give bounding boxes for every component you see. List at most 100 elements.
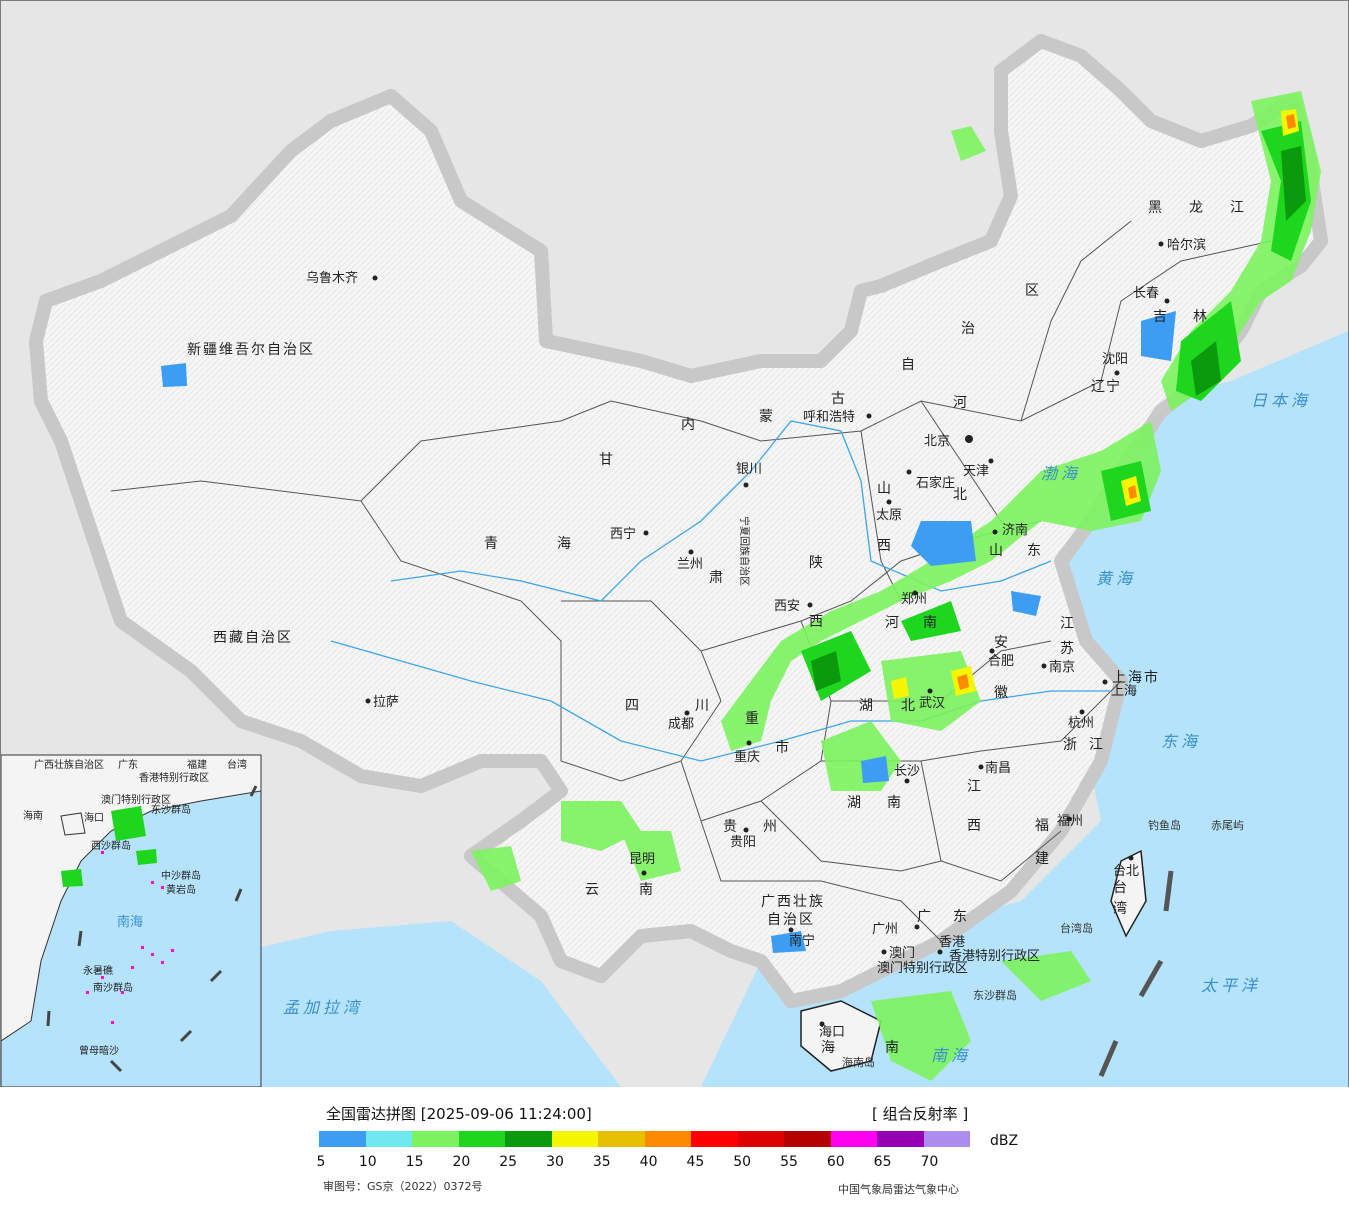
label-sichuan-1: 四: [625, 698, 641, 714]
city-haikou: 海口: [819, 1025, 845, 1040]
label-shan-xi-1: 山: [877, 481, 893, 497]
label-shandong-2: 东: [1027, 543, 1043, 559]
label-hei: 黑: [1148, 200, 1164, 216]
radar-map[interactable]: 新疆维吾尔自治区 西藏自治区 青 海 甘 肃 内 蒙 古 自 治 区 黑 龙 江…: [1, 1, 1348, 1087]
inset-huangyan: 黄岩岛: [166, 883, 196, 896]
inset-macau: 澳门特别行政区: [101, 793, 171, 806]
scale-tick-label: 20: [452, 1154, 471, 1170]
scale-tick-label: 60: [826, 1154, 845, 1170]
city-guangzhou: 广州: [872, 922, 898, 937]
island-hainan: 海南岛: [842, 1055, 875, 1069]
city-nanning: 南宁: [789, 933, 815, 949]
bay-of-bengal: [201, 921, 621, 1087]
label-zi: 自: [901, 357, 917, 373]
label-zhejiang-1: 浙: [1063, 737, 1079, 753]
scale-tick-label: 45: [686, 1154, 705, 1170]
city-chongqing: 重庆: [734, 749, 760, 765]
scale-tick-label: 30: [546, 1154, 564, 1170]
city-zhengzhou: 郑州: [901, 592, 927, 607]
inset-xisha: 西沙群岛: [91, 839, 131, 852]
scale-tick-label: 5: [316, 1154, 326, 1170]
label-su: 肃: [709, 570, 725, 586]
city-kunming: 昆明: [629, 852, 655, 867]
city-xian: 西安: [774, 599, 800, 614]
label-hubei-1: 湖: [859, 698, 875, 714]
city-nanjing: 南京: [1049, 659, 1075, 675]
label-guangxi-2: 自治区: [767, 912, 815, 928]
label-anhui-1: 安: [994, 635, 1010, 651]
label-ji: 吉: [1153, 309, 1169, 325]
label-shaanxi-2: 西: [809, 614, 825, 630]
inset-hainan: 海南: [23, 809, 43, 822]
city-taipei: 台北: [1113, 864, 1139, 879]
city-nanchang: 南昌: [985, 760, 1011, 776]
label-guangdong-2: 东: [953, 909, 969, 925]
label-shanghai: 上海市: [1112, 669, 1160, 686]
city-beijing: 北京: [924, 434, 950, 449]
color-swatch: [737, 1131, 784, 1147]
label-shandong-1: 山: [989, 543, 1005, 559]
label-yunnan-2: 南: [639, 882, 655, 898]
sea-japan: 日本海: [1251, 391, 1311, 410]
inset-guangxi: 广西壮族自治区: [34, 758, 104, 771]
scale-tick-label: 70: [920, 1154, 939, 1170]
inset-zengmu: 曾母暗沙: [79, 1044, 119, 1057]
city-urumqi: 乌鲁木齐: [306, 270, 358, 286]
scale-tick-label: 15: [405, 1154, 424, 1170]
sea-area: [701, 331, 1348, 1087]
label-qinghai-2: 海: [557, 536, 573, 552]
label-qu: 区: [1025, 283, 1041, 299]
scale-tick-label: 55: [780, 1154, 798, 1170]
label-xinjiang: 新疆维吾尔自治区: [187, 342, 315, 358]
label-guangxi-1: 广西壮族: [761, 894, 825, 910]
color-swatch: [598, 1131, 645, 1147]
city-tianjin: 天津: [963, 464, 989, 479]
scale-tick-label: 40: [639, 1154, 658, 1170]
taiwan-island: [1110, 849, 1147, 938]
city-hefei: 合肥: [988, 654, 1014, 669]
label-hainan-2: 南: [885, 1040, 901, 1056]
label-lin: 林: [1193, 309, 1209, 325]
map-approval-number: 审图号：GS京（2022）0372号: [323, 1180, 483, 1193]
label-meng: 蒙: [759, 409, 775, 425]
scale-tick-label: 65: [873, 1154, 892, 1170]
label-yunnan-1: 云: [585, 882, 601, 898]
sea-south: 南海: [931, 1046, 971, 1065]
sea-bengal: 孟加拉湾: [283, 998, 363, 1017]
label-gan: 甘: [599, 452, 615, 468]
color-swatch: [830, 1131, 877, 1147]
label-long: 龙: [1189, 200, 1205, 216]
label-jiangsu-1: 江: [1060, 616, 1076, 632]
city-xining: 西宁: [610, 526, 636, 542]
sea-pacific: 太平洋: [1201, 976, 1261, 995]
south-china-sea-inset: [1, 754, 262, 1087]
label-taiwan-1: 台: [1113, 880, 1129, 896]
label-ningxia: 宁夏回族自治区: [738, 516, 751, 586]
city-changsha: 长沙: [894, 764, 920, 779]
color-swatch: [505, 1131, 552, 1147]
radar-echoes: [161, 91, 1321, 1081]
color-swatch: [551, 1131, 598, 1147]
legend-panel: 全国雷达拼图 [2025-09-06 11:24:00] [ 组合反射率 ] 5…: [0, 1087, 1349, 1208]
label-anhui-2: 徽: [994, 685, 1010, 701]
label-hunan-1: 湖: [847, 795, 863, 811]
city-hohhot: 呼和浩特: [803, 410, 855, 425]
island-taiwan: 台湾岛: [1060, 921, 1093, 935]
label-ning: 宁: [1106, 378, 1122, 395]
province-boundaries: [110, 220, 1272, 942]
city-wuhan: 武汉: [919, 696, 945, 711]
city-lanzhou: 兰州: [677, 557, 703, 572]
label-hainan-1: 海: [821, 1040, 837, 1056]
color-swatch: [644, 1131, 691, 1147]
label-jiang: 江: [1230, 200, 1246, 216]
color-swatch: [784, 1131, 831, 1147]
label-jiangsu-2: 苏: [1060, 641, 1076, 657]
scale-tick-label: 50: [733, 1154, 752, 1170]
label-shaanxi-1: 陕: [809, 555, 825, 571]
city-hangzhou: 杭州: [1068, 716, 1094, 731]
label-zhejiang-2: 江: [1089, 737, 1105, 753]
label-henan-2: 南: [923, 615, 939, 631]
inset-fujian: 福建: [187, 758, 207, 771]
label-he-bei-2: 北: [953, 487, 969, 503]
label-fujian-1: 福: [1035, 818, 1051, 834]
